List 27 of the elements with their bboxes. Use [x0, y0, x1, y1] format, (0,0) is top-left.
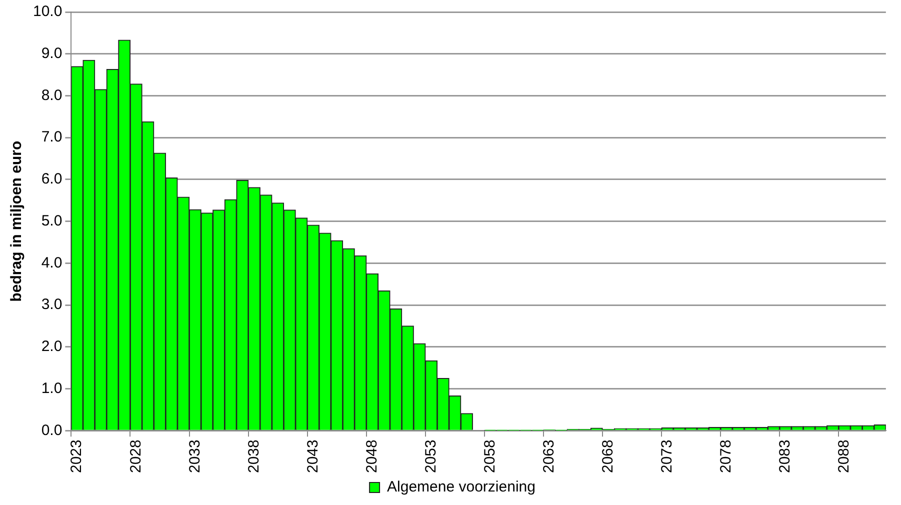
x-tick-label: 2053 — [422, 440, 440, 474]
x-tick-label: 2028 — [127, 440, 144, 474]
y-axis-title: bedrag in miljoen euro — [8, 140, 26, 302]
x-tick-label: 2073 — [658, 440, 676, 474]
x-tick-label: 2048 — [363, 440, 380, 474]
legend-label: Algemene voorziening — [387, 478, 536, 496]
y-tick-label: 3.0 — [41, 296, 62, 314]
x-tick-label: 2068 — [600, 440, 617, 474]
y-tick-label: 5.0 — [41, 212, 62, 230]
x-tick-label: 2023 — [68, 440, 86, 474]
x-tick-label: 2058 — [481, 440, 498, 474]
x-tick-label: 2078 — [718, 440, 735, 474]
y-tick-label: 7.0 — [41, 128, 62, 146]
x-tick-label: 2063 — [540, 440, 558, 474]
x-tick-label: 2088 — [836, 440, 853, 474]
y-tick-label: 8.0 — [41, 86, 62, 104]
y-tick-label: 2.0 — [41, 338, 62, 356]
y-tick-label: 9.0 — [41, 45, 62, 62]
x-tick-label: 2038 — [245, 440, 262, 474]
y-tick-label: 1.0 — [41, 380, 62, 397]
y-tick-label: 4.0 — [41, 254, 62, 272]
y-tick-label: 0.0 — [41, 422, 62, 439]
x-tick-label: 2083 — [776, 440, 794, 474]
x-tick-label: 2033 — [186, 440, 204, 474]
y-tick-label: 6.0 — [41, 170, 62, 188]
y-tick-label: 10.0 — [32, 3, 62, 20]
x-tick-label: 2043 — [304, 440, 322, 474]
